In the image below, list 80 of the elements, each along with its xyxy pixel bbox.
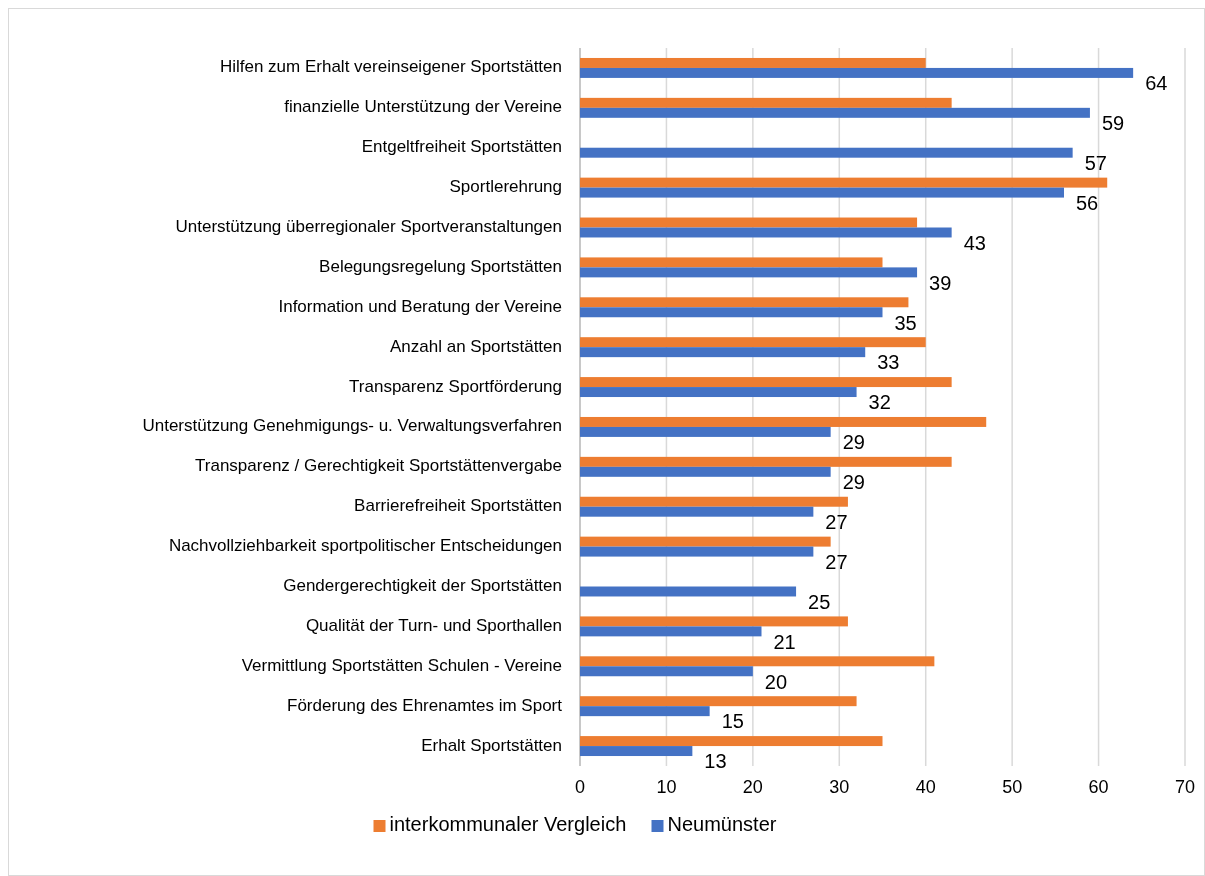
- data-label: 64: [1145, 72, 1168, 95]
- y-tick-label: Sportlerehrung: [449, 177, 562, 197]
- data-label: 25: [808, 590, 831, 613]
- data-label: 20: [764, 670, 788, 693]
- bar: [580, 107, 1090, 118]
- y-tick-label: Vermittlung Sportstätten Schulen - Vereine: [241, 655, 562, 675]
- y-tick-label: Transparenz Sportförderung: [349, 376, 562, 396]
- bar: [580, 616, 848, 627]
- bar: [580, 506, 814, 517]
- bar: [580, 227, 952, 238]
- data-label: 29: [842, 431, 865, 454]
- x-tick-label: 60: [1088, 776, 1109, 797]
- bar: [580, 546, 814, 557]
- bar: [580, 466, 831, 477]
- y-tick-label: Nachvollziehbarkeit sportpolitischer Entscheidungen: [168, 536, 562, 556]
- bar: [580, 257, 883, 268]
- data-label: 13: [704, 750, 727, 773]
- y-tick-label: Gendergerechtigkeit der Sportstätten: [283, 575, 562, 595]
- y-tick-label: finanzielle Unterstützung der Vereine: [284, 97, 562, 117]
- data-label: 21: [773, 630, 796, 653]
- bar: [580, 416, 987, 427]
- legend-label: Neumünster: [667, 813, 777, 836]
- y-tick-label: Unterstützung Genehmigungs- u. Verwaltungsverfahren: [142, 416, 562, 436]
- y-tick-label: Qualität der Turn- und Sporthallen: [305, 615, 562, 635]
- bar: [580, 57, 926, 68]
- bar: [580, 706, 710, 717]
- bar: [580, 536, 831, 547]
- data-label: 27: [825, 510, 848, 533]
- x-tick-label: 0: [574, 776, 586, 797]
- bar: [580, 736, 883, 747]
- data-label: 57: [1084, 151, 1107, 174]
- x-tick-label: 50: [1002, 776, 1023, 797]
- y-tick-label: Unterstützung überregionaler Sportveranstaltungen: [175, 216, 562, 236]
- y-tick-label: Förderung des Ehrenamtes im Sport: [287, 695, 563, 715]
- y-tick-label: Entgeltfreiheit Sportstätten: [361, 137, 562, 157]
- y-tick-label: Transparenz / Gerechtigkeit Sportstättenvergabe: [195, 456, 562, 476]
- data-label: 32: [868, 391, 891, 414]
- bar: [580, 387, 857, 398]
- y-tick-label: Anzahl an Sportstätten: [389, 336, 562, 356]
- bar: [580, 696, 857, 707]
- bar: [580, 426, 831, 437]
- x-tick-label: 40: [915, 776, 936, 797]
- bar: [580, 496, 848, 507]
- bar: [580, 97, 952, 108]
- bar: [580, 347, 866, 358]
- bar: [580, 267, 918, 278]
- bar: [580, 746, 693, 757]
- y-tick-label: Information und Beratung der Vereine: [278, 296, 562, 316]
- bar: [580, 177, 1108, 188]
- data-label: 39: [929, 271, 952, 294]
- bar: [580, 217, 918, 228]
- bar: [580, 307, 883, 318]
- data-label: 43: [963, 231, 986, 254]
- bar: [580, 377, 952, 388]
- y-tick-label: Erhalt Sportstätten: [421, 735, 562, 755]
- x-tick-label: 20: [742, 776, 763, 797]
- bar: [580, 337, 926, 348]
- x-tick-label: 30: [829, 776, 850, 797]
- bar: [580, 666, 753, 677]
- bar: [580, 67, 1134, 78]
- bar: [580, 586, 797, 597]
- bar: [580, 656, 935, 667]
- bar: [580, 297, 909, 308]
- legend-label: interkommunaler Vergleich: [389, 813, 627, 836]
- y-tick-label: Barrierefreiheit Sportstätten: [354, 496, 562, 516]
- data-label: 29: [842, 471, 865, 494]
- data-label: 56: [1076, 191, 1099, 214]
- data-label: 15: [721, 710, 744, 733]
- y-tick-label: Belegungsregelung Sportstätten: [319, 256, 562, 276]
- x-tick-label: 10: [656, 776, 677, 797]
- x-tick-label: 70: [1174, 776, 1196, 797]
- data-label: 59: [1101, 112, 1125, 135]
- data-label: 27: [825, 550, 848, 573]
- bar: [580, 147, 1073, 158]
- data-label: 35: [894, 311, 917, 334]
- bar: [580, 626, 762, 637]
- bar: [580, 187, 1064, 198]
- bar: [580, 456, 952, 467]
- data-label: 33: [877, 351, 900, 374]
- y-tick-label: Hilfen zum Erhalt vereinseigener Sportstätten: [219, 57, 562, 77]
